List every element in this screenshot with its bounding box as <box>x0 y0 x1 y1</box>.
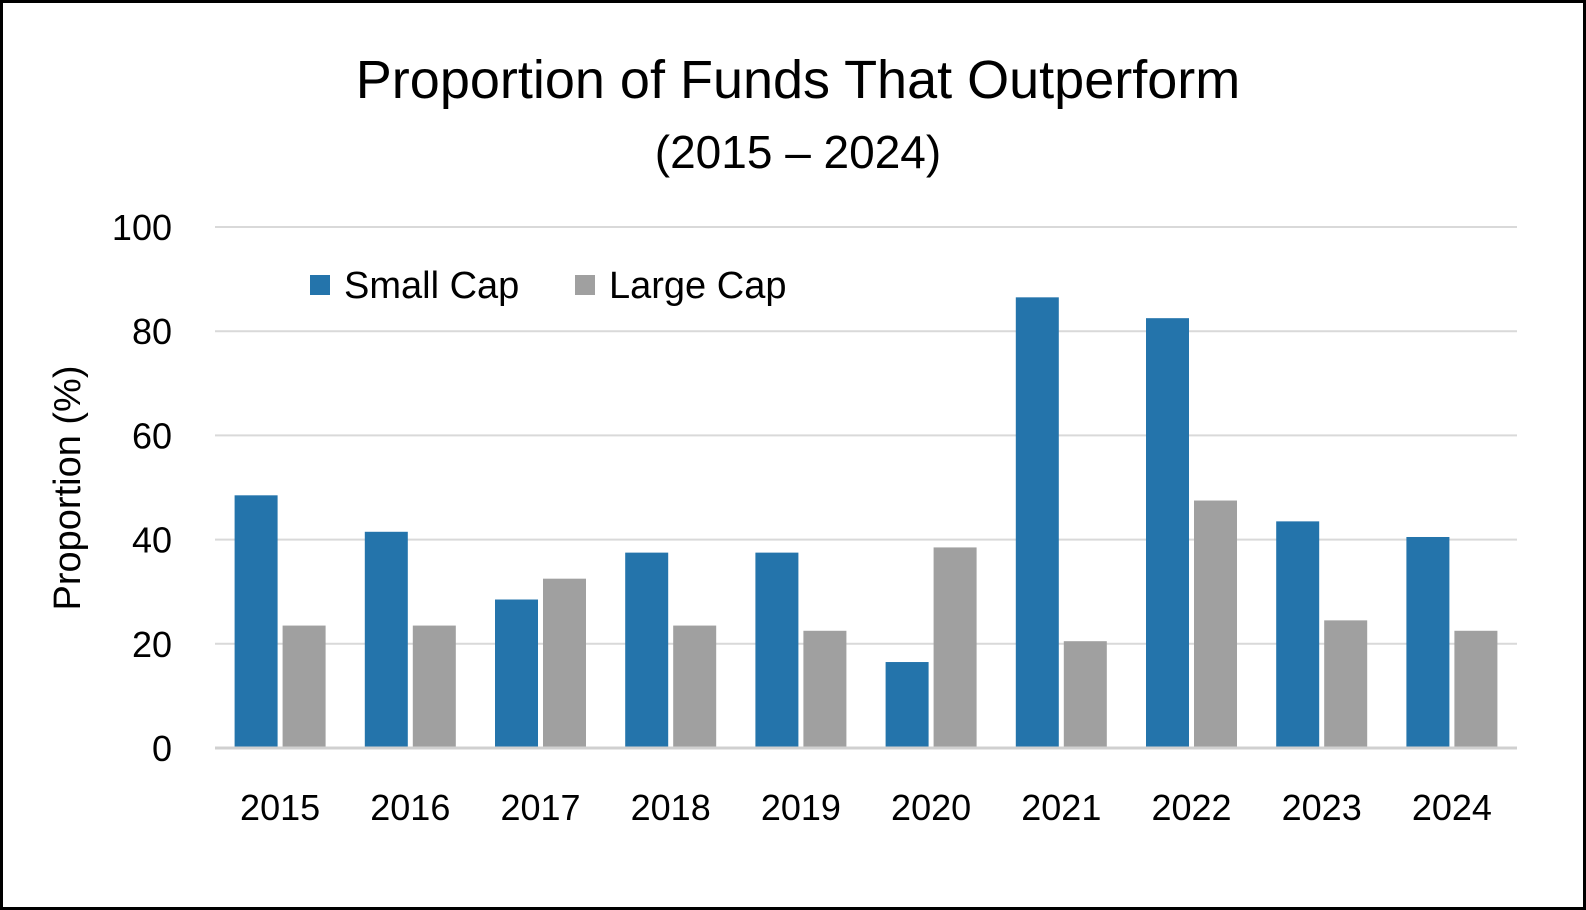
bar-group-2017 <box>495 578 586 748</box>
x-tick-label: 2023 <box>1282 787 1362 828</box>
bar-large-cap-2024 <box>1454 630 1498 748</box>
bar-group-2020 <box>885 547 977 748</box>
bar-group-2018 <box>625 552 717 748</box>
legend-swatch-small-cap <box>310 275 330 295</box>
y-axis-label: Proportion (%) <box>47 366 89 611</box>
y-tick-label: 20 <box>132 624 172 665</box>
legend-label-large-cap: Large Cap <box>609 265 786 307</box>
bar-small-cap-2022 <box>1146 318 1189 748</box>
y-tick-label: 40 <box>132 520 172 561</box>
legend-label-small-cap: Small Cap <box>344 265 519 307</box>
bar-small-cap-2017 <box>495 599 538 748</box>
bar-small-cap-2016 <box>364 531 408 748</box>
bar-large-cap-2017 <box>543 578 586 748</box>
x-tick-label: 2022 <box>1151 787 1231 828</box>
bar-large-cap-2022 <box>1194 500 1237 748</box>
chart-subtitle: (2015 – 2024) <box>655 126 941 178</box>
legend-swatch-large-cap <box>575 275 595 295</box>
x-axis-ticks: 2015 2016 2017 2018 2019 2020 2021 2022 2023 2024 <box>240 787 1492 828</box>
bar-group-2021 <box>1015 297 1107 748</box>
bar-small-cap-2020 <box>885 662 929 748</box>
bar-group-2019 <box>755 552 847 748</box>
bar-small-cap-2021 <box>1015 297 1059 748</box>
y-tick-label: 0 <box>152 728 172 769</box>
x-tick-label: 2015 <box>240 787 320 828</box>
y-tick-label: 100 <box>112 207 172 248</box>
x-tick-label: 2019 <box>761 787 841 828</box>
bar-small-cap-2018 <box>625 552 669 748</box>
bar-large-cap-2021 <box>1063 641 1107 748</box>
legend: Small Cap Large Cap <box>310 265 786 307</box>
x-tick-label: 2020 <box>891 787 971 828</box>
bar-large-cap-2018 <box>673 625 717 748</box>
bar-small-cap-2015 <box>234 495 278 748</box>
y-axis-ticks: 0 20 40 60 80 100 <box>112 207 172 769</box>
x-tick-label: 2024 <box>1412 787 1492 828</box>
bar-small-cap-2024 <box>1406 536 1450 748</box>
y-tick-label: 60 <box>132 415 172 456</box>
y-tick-label: 80 <box>132 311 172 352</box>
x-tick-label: 2018 <box>631 787 711 828</box>
bar-group-2022 <box>1146 318 1237 748</box>
bar-large-cap-2019 <box>803 630 847 748</box>
x-tick-label: 2016 <box>370 787 450 828</box>
bar-large-cap-2020 <box>933 547 977 748</box>
bar-small-cap-2019 <box>755 552 799 748</box>
bar-small-cap-2023 <box>1276 521 1320 748</box>
bar-group-2023 <box>1276 521 1368 748</box>
x-tick-label: 2017 <box>500 787 580 828</box>
bars <box>234 297 1498 748</box>
bar-large-cap-2015 <box>282 625 326 748</box>
bar-large-cap-2023 <box>1324 620 1368 748</box>
bar-large-cap-2016 <box>412 625 456 748</box>
bar-group-2016 <box>364 531 456 748</box>
chart-title: Proportion of Funds That Outperform <box>356 50 1240 110</box>
bar-group-2024 <box>1406 536 1498 748</box>
bar-group-2015 <box>234 495 326 748</box>
x-tick-label: 2021 <box>1021 787 1101 828</box>
